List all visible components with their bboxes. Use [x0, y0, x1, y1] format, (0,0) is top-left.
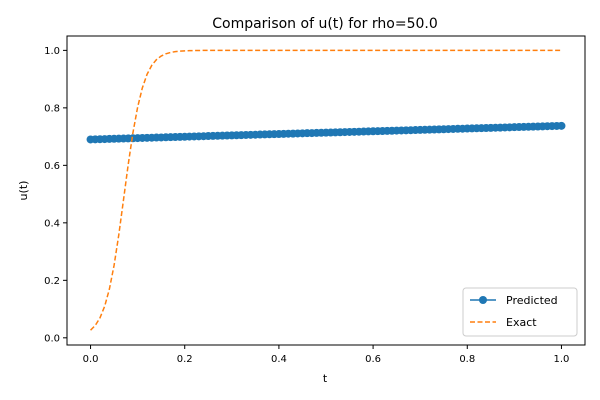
legend-marker-predicted	[479, 296, 487, 304]
y-axis: 0.0 0.2 0.4 0.6 0.8 1.0	[44, 46, 67, 344]
x-tick-label: 0.4	[271, 354, 287, 365]
series-markers-predicted	[86, 121, 566, 144]
chart-title: Comparison of u(t) for rho=50.0	[212, 16, 438, 32]
y-tick-label: 0.0	[44, 333, 60, 344]
data-point	[557, 121, 566, 130]
y-tick-label: 0.4	[44, 218, 60, 229]
legend-label-predicted: Predicted	[506, 294, 558, 307]
x-tick-label: 0.0	[83, 354, 99, 365]
plot-frame	[66, 35, 586, 346]
y-tick-label: 0.2	[44, 276, 60, 287]
x-axis: 0.0 0.2 0.4 0.6 0.8 1.0	[83, 345, 570, 365]
x-tick-label: 0.2	[177, 354, 193, 365]
legend: Predicted Exact	[462, 287, 578, 337]
y-tick-label: 1.0	[44, 46, 60, 57]
y-tick-label: 0.6	[44, 161, 60, 172]
x-axis-label: t	[323, 372, 328, 385]
series-line-exact	[90, 49, 562, 331]
x-tick-label: 1.0	[554, 354, 570, 365]
x-tick-label: 0.8	[459, 354, 475, 365]
legend-label-exact: Exact	[506, 316, 537, 329]
x-tick-label: 0.6	[365, 354, 381, 365]
y-tick-label: 0.8	[44, 103, 60, 114]
y-axis-label: u(t)	[17, 181, 30, 201]
